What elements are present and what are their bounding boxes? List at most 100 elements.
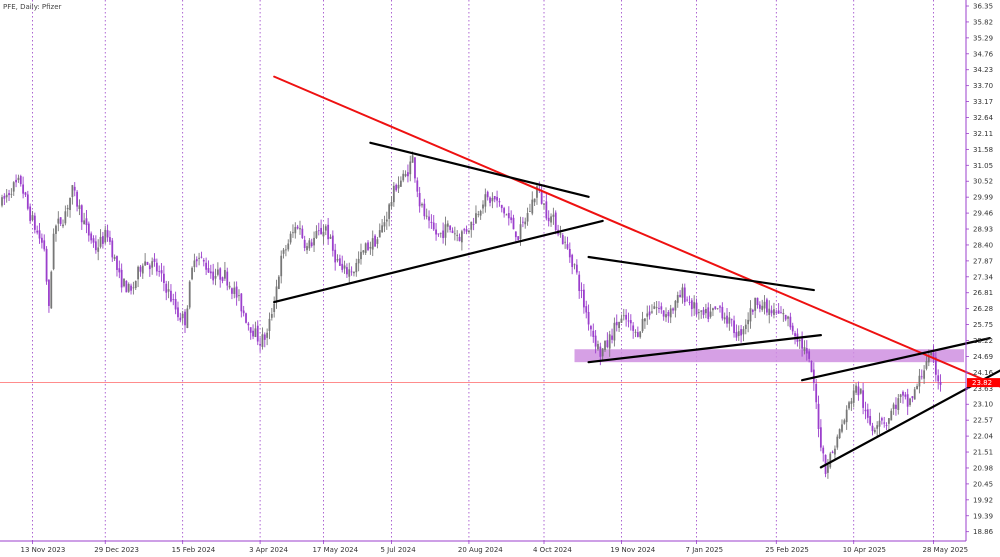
candle-body: [367, 242, 369, 250]
triangle-1-lower-line: [273, 219, 604, 304]
candle-body: [625, 314, 628, 320]
candle-body: [758, 304, 761, 309]
candle-body: [770, 310, 773, 314]
candle-body: [12, 182, 15, 192]
candle-body: [24, 192, 27, 195]
candle-body: [566, 244, 569, 249]
candle-body: [805, 348, 808, 354]
candle-body: [338, 258, 341, 266]
candle-body: [590, 326, 592, 330]
candle-body: [191, 267, 193, 280]
candle-body: [482, 204, 484, 209]
candle-body: [418, 192, 421, 207]
candle-body: [252, 330, 254, 337]
triangle-1-upper-line: [369, 141, 590, 198]
y-tick-label: 28.40: [973, 241, 993, 249]
candle-body: [118, 268, 121, 273]
y-tick-label: 28.93: [973, 226, 993, 234]
candle-body: [43, 240, 46, 250]
candle-body: [902, 391, 904, 396]
candle-body: [66, 207, 69, 210]
candle-body: [442, 230, 445, 239]
candle-body: [296, 226, 299, 229]
candle-body: [1, 197, 3, 206]
candle-body: [712, 308, 714, 311]
y-tick-label: 26.28: [973, 305, 993, 313]
candle-body: [554, 212, 557, 230]
y-tick-label: 25.75: [973, 321, 993, 329]
candle-body: [263, 334, 266, 340]
candle-body: [125, 280, 128, 293]
candle-body: [747, 319, 750, 325]
candle-body: [130, 285, 132, 291]
candle-body: [15, 179, 17, 183]
candle-body: [85, 218, 88, 226]
candle-body: [923, 370, 926, 379]
y-tick-label: 23.63: [973, 385, 993, 393]
candle-body: [803, 347, 806, 351]
y-tick-label: 35.29: [973, 34, 993, 42]
candle-body: [665, 314, 667, 318]
candle-body: [705, 308, 707, 314]
candle-body: [212, 271, 215, 281]
candle-body: [756, 297, 759, 306]
y-tick-label: 19.39: [973, 512, 993, 520]
candle-body: [233, 287, 236, 294]
candle-body: [287, 243, 290, 250]
candle-body: [195, 259, 198, 262]
candle-body: [880, 418, 883, 421]
candle-body: [859, 388, 862, 394]
candle-body: [913, 389, 916, 400]
candle-body: [695, 302, 698, 315]
candle-body: [254, 328, 257, 338]
candle-body: [80, 205, 83, 223]
candle-body: [202, 260, 205, 262]
candle-body: [545, 201, 548, 219]
y-tick-label: 27.87: [973, 257, 993, 265]
candle-body: [667, 312, 670, 317]
candle-body: [531, 199, 534, 214]
candle-body: [740, 329, 742, 336]
candle-body: [376, 239, 379, 244]
candle-body: [726, 315, 728, 324]
candle-body: [158, 271, 161, 272]
candle-body: [36, 230, 39, 233]
candle-body: [639, 331, 642, 338]
candle-body: [749, 308, 752, 322]
candle-body: [78, 205, 81, 210]
candle-body: [451, 230, 454, 234]
candle-body: [55, 225, 57, 234]
candle-body: [31, 215, 34, 221]
candle-body: [146, 261, 149, 265]
candle-body: [437, 233, 440, 235]
candle-body: [289, 233, 292, 243]
candle-body: [862, 390, 865, 408]
candle-body: [812, 369, 815, 384]
y-tick-label: 29.46: [973, 210, 994, 218]
candle-body: [186, 308, 189, 328]
candle-body: [707, 307, 710, 319]
candle-body: [132, 287, 135, 289]
candle-body: [697, 312, 700, 314]
candle-body: [798, 339, 801, 342]
candle-body: [357, 258, 360, 264]
candle-body: [411, 155, 414, 163]
candle-body: [496, 196, 498, 201]
candle-body: [571, 254, 574, 267]
y-tick-label: 18.86: [973, 528, 994, 536]
candle-body: [151, 261, 154, 268]
candle-body: [850, 401, 853, 404]
candle-body: [646, 313, 649, 317]
candle-body: [407, 172, 409, 177]
candle-body: [322, 231, 325, 237]
y-tick-label: 31.05: [973, 162, 993, 170]
candle-body: [170, 290, 172, 302]
candle-body: [831, 451, 834, 454]
candle-body: [285, 249, 287, 251]
candle-body: [761, 305, 764, 310]
candle-body: [693, 302, 696, 309]
x-tick-label: 4 Oct 2024: [533, 546, 572, 554]
candle-body: [460, 231, 463, 243]
candle-body: [491, 197, 494, 202]
